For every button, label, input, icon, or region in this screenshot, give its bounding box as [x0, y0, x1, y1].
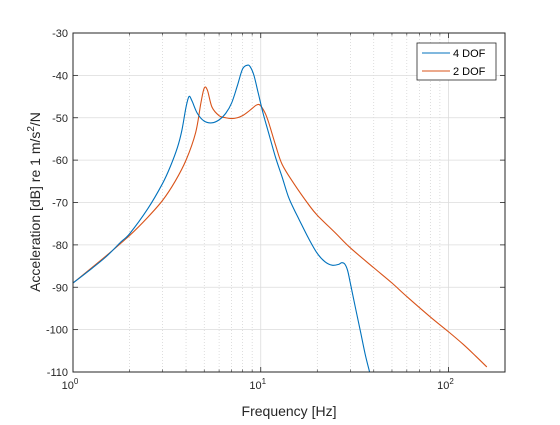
y-tick-label: -50 [52, 113, 68, 125]
x-tick-label-exponent: 2 [449, 377, 454, 386]
x-tick-label-base: 10 [437, 380, 449, 392]
y-axis-label-suffix: /N [27, 112, 43, 126]
x-tick-label-base: 10 [249, 380, 261, 392]
legend-box [416, 42, 497, 81]
y-axis-label: Acceleration [dB] re 1 m/s2/N [26, 112, 43, 292]
y-tick-label: -70 [52, 198, 68, 210]
y-tick-labels: -30 -40 -50 -60 -70 -80 -90 -100 -110 [46, 28, 68, 379]
y-axis-label-superscript: 2 [26, 126, 37, 132]
legend: 4 DOF 2 DOF [416, 42, 497, 81]
y-tick-label: -80 [52, 240, 68, 252]
axis-ticks [72, 32, 505, 373]
y-tick-label: -90 [52, 282, 68, 294]
x-tick-label-exponent: 1 [262, 377, 267, 386]
x-axis-label: Frequency [Hz] [242, 403, 337, 419]
x-tick-label-exponent: 0 [74, 377, 79, 386]
y-tick-label: -100 [46, 325, 68, 337]
legend-label-2dof: 2 DOF [453, 66, 486, 78]
legend-label-4dof: 4 DOF [453, 48, 486, 60]
x-tick-labels: 100 101 102 [62, 377, 455, 392]
series-layer [73, 64, 488, 372]
grid-lines [72, 32, 505, 373]
x-tick-label: 102 [437, 377, 454, 392]
x-tick-label: 100 [62, 377, 79, 392]
x-tick-label-base: 10 [62, 380, 74, 392]
series-line-2dof [73, 86, 488, 368]
series-line-4dof [73, 64, 371, 372]
y-tick-label: -60 [52, 155, 68, 167]
y-axis-label-main: Acceleration [dB] re 1 m/s [27, 132, 43, 292]
y-tick-label: -110 [47, 367, 68, 379]
y-tick-label: -40 [52, 70, 68, 82]
y-tick-label: -30 [52, 28, 68, 40]
x-tick-label: 101 [249, 377, 266, 392]
